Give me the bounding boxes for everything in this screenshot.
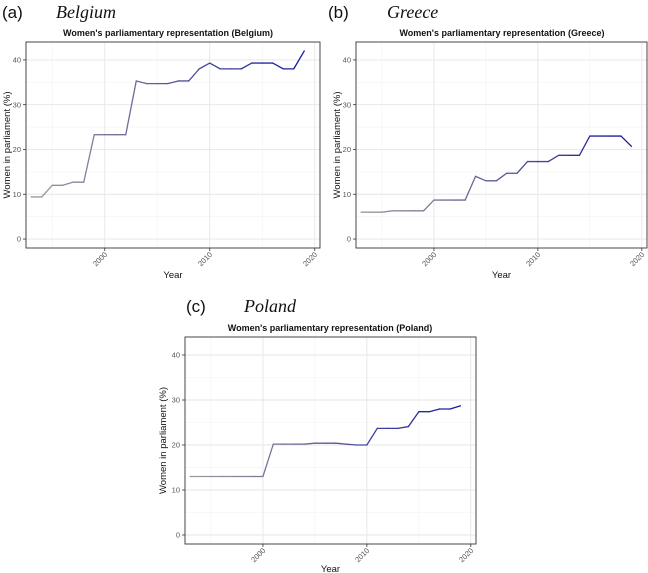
chart-panel-greece: (b) Greece Women's parliamentary represent… [328,2,648,281]
x-tick-label: 2000 [91,250,109,268]
plot-border [184,336,477,545]
plot-border [25,41,321,249]
series-segment [516,160,529,174]
series-segment [272,62,284,70]
y-tick-label: 40 [343,56,351,65]
y-tick-label: 10 [343,190,351,199]
series-segment [495,172,508,182]
series-segment [198,62,211,70]
series-segment [167,80,179,85]
chart-title: Women's parliamentary representation (Po… [228,323,433,333]
y-tick-label: 20 [13,145,21,154]
y-axis-label: Women in parliament (%) [158,387,169,494]
x-tick-label: 2020 [457,546,475,564]
series-segment [345,443,358,446]
panel-label: (c) [186,297,206,316]
chart-title: Women's parliamentary representation (Gr… [399,28,604,38]
series-segment [303,442,316,445]
y-tick-label: 40 [13,56,21,65]
series-segment [366,427,378,446]
y-axis-label: Women in parliament (%) [2,91,13,198]
y-tick-label: 0 [17,235,21,244]
y-tick-label: 20 [172,441,180,450]
x-tick-label: 2010 [524,250,542,268]
series-segment [135,80,148,85]
series-segment [209,62,221,70]
series-segment [293,50,305,70]
plot-background [26,42,320,248]
series-segment [547,154,560,163]
y-tick-label: 30 [343,100,351,109]
series-segment [188,68,200,82]
series-segment [464,175,477,201]
panel-label: (a) [2,3,23,22]
series-segment [262,443,274,478]
x-axis-label: Year [321,564,340,573]
panel-country-name: Poland [243,296,297,316]
series-segment [428,408,441,413]
y-tick-label: 40 [172,351,180,360]
panel-country-name: Greece [387,2,438,22]
chart-panel-poland: (c) Poland Women's parliamentary represent… [158,296,477,573]
x-tick-label: 2010 [196,250,214,268]
x-tick-label: 2020 [628,250,646,268]
series-segment [422,199,435,212]
y-tick-label: 10 [13,190,21,199]
y-tick-label: 10 [172,486,180,495]
y-tick-label: 30 [172,396,180,405]
chart-panel-belgium: (a) Belgium Women's parliamentary represen… [2,2,321,281]
series-segment [240,62,253,70]
series-segment [83,134,95,183]
plot-background [185,337,476,544]
chart-title: Women's parliamentary representation (Be… [63,28,273,38]
series-segment [620,135,633,147]
series-segment [474,175,487,182]
series-segment [62,181,74,186]
panel-country-name: Belgium [56,2,116,22]
series-segment [407,411,420,428]
x-axis-label: Year [492,270,511,281]
y-tick-label: 20 [343,145,351,154]
y-tick-label: 0 [347,235,351,244]
panel-label: (b) [328,3,349,22]
series-segment [41,184,53,198]
series-segment [335,442,347,445]
x-tick-label: 2000 [420,250,438,268]
y-tick-label: 0 [176,531,180,540]
series-segment [397,425,410,430]
series-segment [449,405,462,410]
y-axis-label: Women in parliament (%) [332,91,343,198]
x-axis-label: Year [163,270,182,281]
y-tick-label: 30 [13,100,21,109]
x-tick-label: 2010 [353,546,371,564]
series-segment [578,135,591,156]
series-segment [125,80,137,136]
plot-border [355,41,648,249]
x-tick-label: 2000 [249,546,267,564]
plot-background [356,42,647,248]
x-tick-label: 2020 [301,250,319,268]
series-segment [381,210,394,213]
